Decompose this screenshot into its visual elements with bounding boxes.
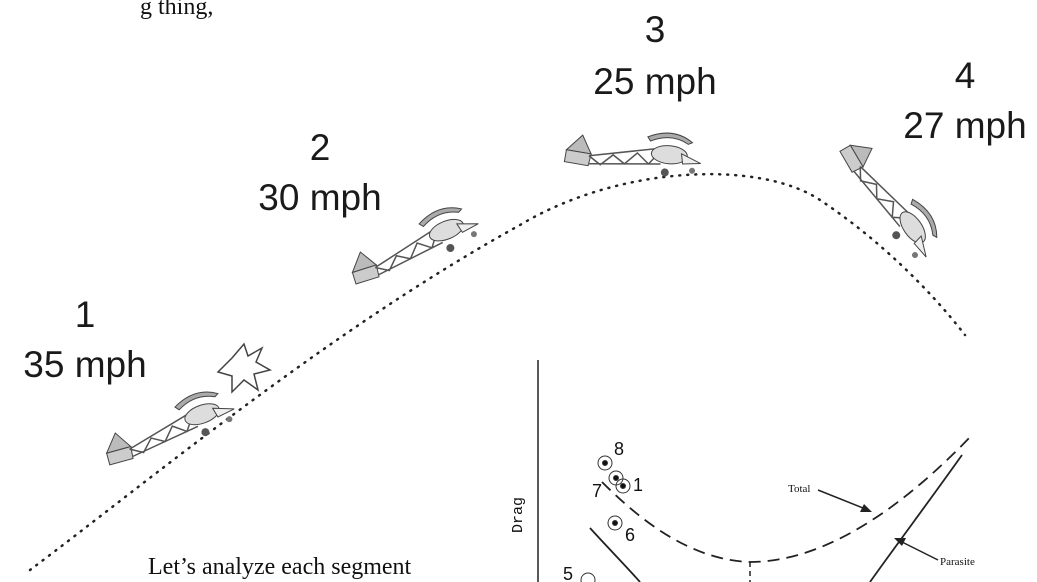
point-label: 7: [592, 481, 602, 501]
arrow: [818, 490, 868, 510]
segment-number: 1: [75, 294, 96, 335]
segment-number: 3: [645, 9, 666, 50]
diagram: g thing, 1 35 mph 2 30 mph 3 25 mph 4 27…: [0, 0, 1037, 582]
segment-speed: 25 mph: [593, 61, 716, 102]
airplane: [835, 130, 949, 266]
caption: Let’s analyze each segment: [148, 554, 412, 580]
axis-label: Drag: [510, 497, 527, 533]
point-label: 5: [563, 564, 573, 582]
total-curve: [602, 435, 972, 562]
point-label: 8: [614, 439, 624, 459]
curve-label: Total: [788, 483, 810, 495]
segment-speed: 30 mph: [258, 177, 381, 218]
point-label: 1: [633, 475, 643, 495]
flight-path: [30, 174, 965, 570]
header-fragment: g thing,: [140, 0, 213, 20]
segment-number: 4: [955, 55, 976, 96]
segment-number: 2: [310, 127, 331, 168]
point-label: 6: [625, 525, 635, 545]
segment-speed: 35 mph: [23, 344, 146, 385]
airplane: [564, 124, 703, 179]
impact-burst: [218, 344, 270, 392]
segment-speed: 27 mph: [903, 105, 1026, 146]
arrow: [898, 540, 938, 560]
curve-label: Parasite: [940, 556, 975, 568]
airplane: [97, 383, 240, 470]
drag-plot: Drag Total Parasite 8 7 1 6 5: [510, 360, 975, 582]
